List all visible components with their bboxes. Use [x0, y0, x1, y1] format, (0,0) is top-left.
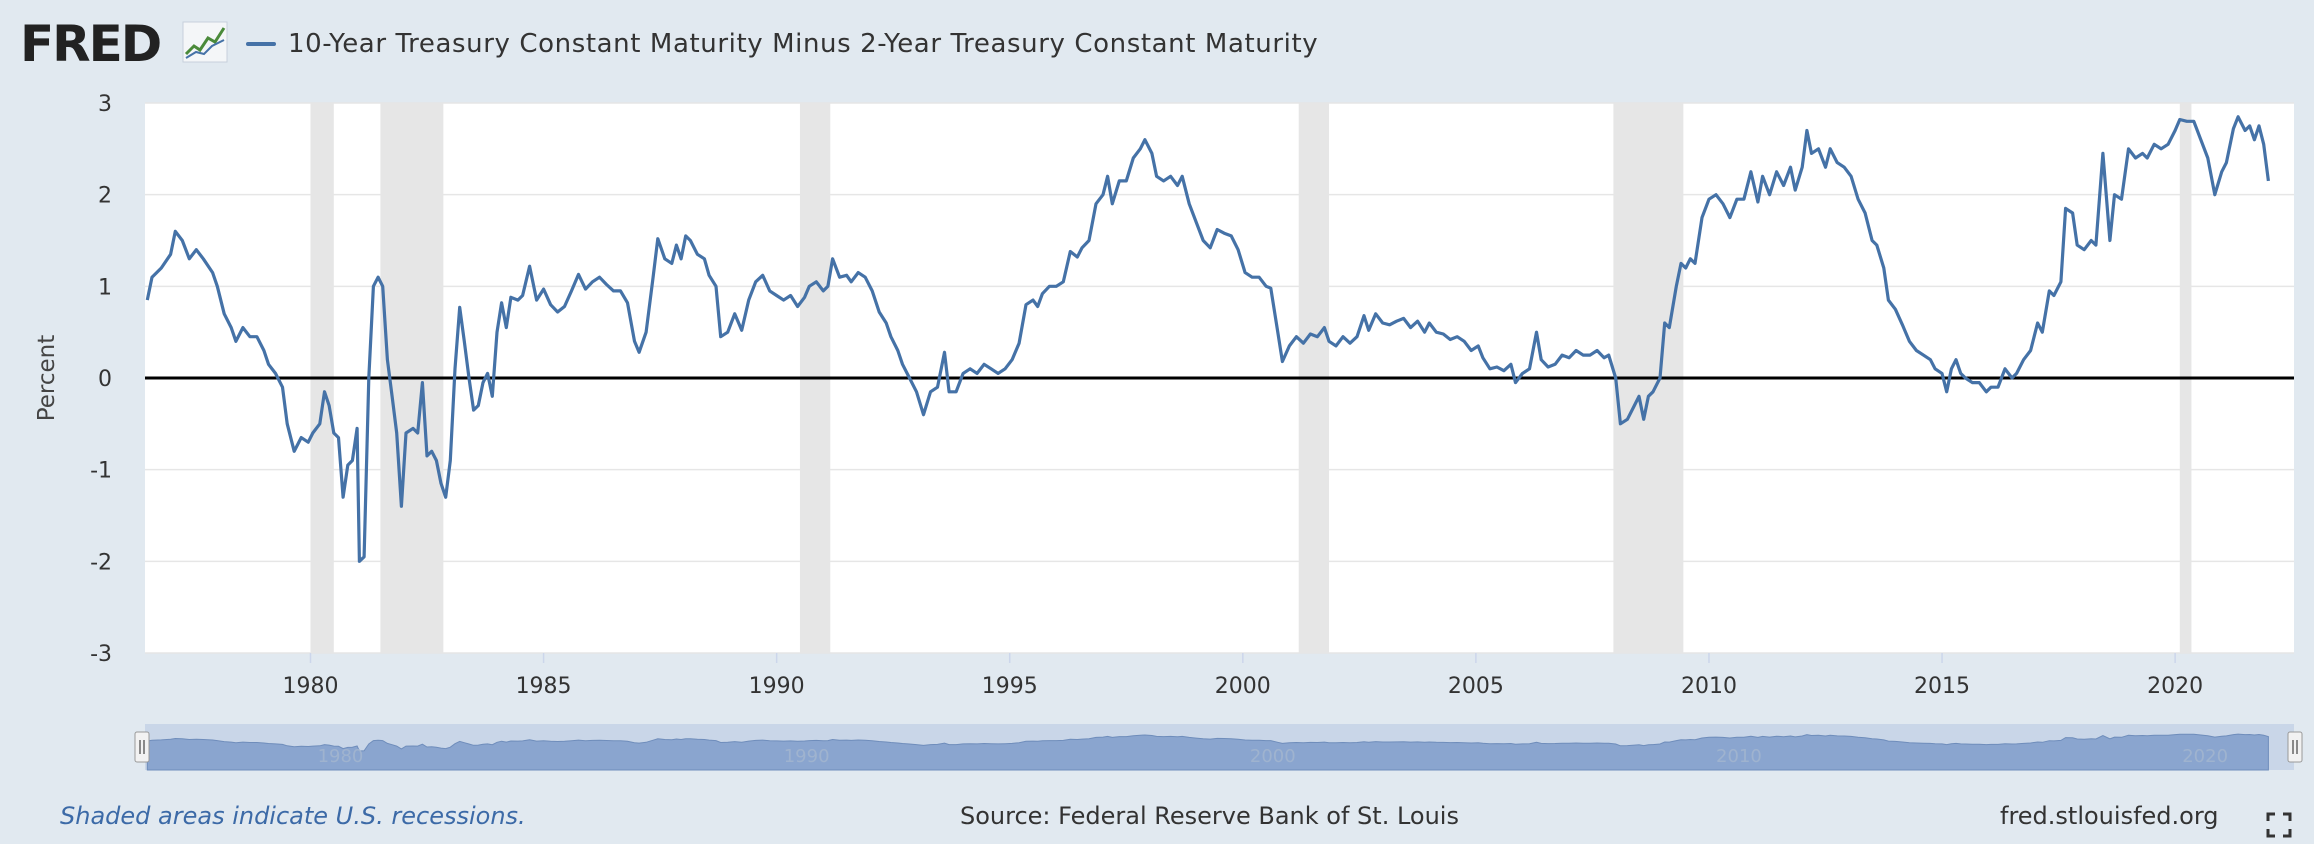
- navigator-label: 1990: [784, 746, 830, 767]
- legend-label: 10-Year Treasury Constant Maturity Minus…: [288, 29, 1319, 59]
- x-tick-label: 1985: [516, 674, 572, 699]
- y-axis-ticks: 3 2 1 0 -1 -2 -3: [90, 92, 112, 667]
- navigator[interactable]: 1980 1990 2000 2010 2020: [134, 724, 2303, 771]
- navigator-right-handle[interactable]: [2287, 731, 2303, 763]
- line-chart[interactable]: 3 2 1 0 -1 -2 -3 1980 1985 1990 1995 2000 2005 2010 2…: [0, 0, 2314, 790]
- fullscreen-icon[interactable]: [2266, 812, 2292, 838]
- y-tick-label: 0: [98, 367, 112, 392]
- recession-note: Shaded areas indicate U.S. recessions.: [60, 802, 526, 830]
- x-tick-label: 2020: [2147, 674, 2203, 699]
- x-tick-label: 2015: [1914, 674, 1970, 699]
- y-tick-label: -2: [90, 550, 112, 575]
- x-tick-label: 1995: [982, 674, 1038, 699]
- source-credit: Source: Federal Reserve Bank of St. Loui…: [960, 802, 1459, 830]
- fred-logo[interactable]: FRED: [20, 15, 162, 73]
- chart-header: FRED 10-Year Treasury Constant Maturity …: [0, 0, 2314, 90]
- y-tick-label: -3: [90, 642, 112, 667]
- y-tick-label: 1: [98, 275, 112, 300]
- x-axis-ticks: 1980 1985 1990 1995 2000 2005 2010 2015 2020: [282, 653, 2203, 699]
- x-tick-label: 1980: [282, 674, 338, 699]
- y-axis-title: Percent: [34, 335, 60, 422]
- series-line[interactable]: [145, 115, 2270, 563]
- navigator-left-handle[interactable]: [134, 731, 150, 763]
- site-link[interactable]: fred.stlouisfed.org: [2000, 802, 2219, 830]
- legend[interactable]: 10-Year Treasury Constant Maturity Minus…: [246, 24, 1318, 64]
- grid-lines: [145, 102, 2294, 654]
- navigator-label: 2020: [2182, 746, 2228, 767]
- trend-chart-icon: [182, 21, 228, 63]
- navigator-labels: 1980 1990 2000 2010 2020: [318, 746, 2228, 767]
- navigator-label: 2000: [1250, 746, 1296, 767]
- navigator-label: 1980: [318, 746, 364, 767]
- y-tick-label: -1: [90, 459, 112, 484]
- y-tick-label: 3: [98, 92, 112, 117]
- x-tick-label: 2010: [1681, 674, 1737, 699]
- x-tick-label: 1990: [749, 674, 805, 699]
- x-tick-label: 2000: [1215, 674, 1271, 699]
- x-tick-label: 2005: [1448, 674, 1504, 699]
- y-tick-label: 2: [98, 184, 112, 209]
- navigator-label: 2010: [1716, 746, 1762, 767]
- navigator-area: [146, 733, 2269, 771]
- legend-swatch: [246, 42, 276, 46]
